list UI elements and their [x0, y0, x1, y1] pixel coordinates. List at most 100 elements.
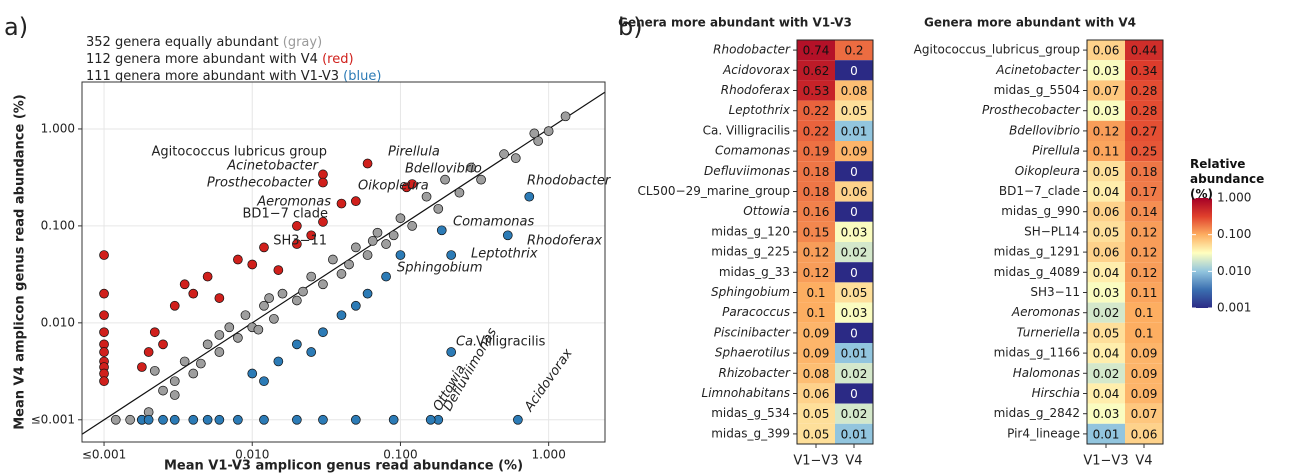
point-label: Agitococcus lubricus group — [152, 145, 327, 160]
cell — [835, 161, 873, 182]
point — [350, 300, 361, 311]
cell-label: 0 — [850, 64, 858, 78]
cell — [1125, 383, 1163, 404]
cell — [1087, 161, 1125, 182]
point — [350, 196, 361, 206]
point — [362, 158, 373, 169]
point — [388, 230, 399, 241]
cell-label: 0.05 — [841, 104, 868, 118]
point — [362, 288, 373, 299]
colorbar-label: 1.000 — [1217, 191, 1251, 205]
cell-label: 0.04 — [1093, 347, 1120, 361]
colorbar-label: 0.001 — [1217, 301, 1251, 315]
row-label: Rhodoferax — [721, 83, 791, 97]
row-label: midas_g_2842 — [994, 406, 1080, 420]
cell-label: 0.1 — [1134, 306, 1153, 320]
point — [169, 414, 180, 425]
point — [533, 136, 544, 146]
point-label: Villigracilis — [476, 335, 546, 350]
cell — [1125, 282, 1163, 303]
point — [214, 414, 225, 425]
row-label: Prosthecobacter — [982, 103, 1081, 117]
point — [188, 414, 199, 425]
row-label: Pir4_lineage — [1007, 426, 1080, 440]
cell-label: 0.04 — [1093, 387, 1120, 401]
cell — [797, 403, 835, 424]
point — [292, 414, 302, 425]
row-label: Aeromonas — [1011, 305, 1080, 319]
heatmap-frame — [796, 39, 874, 445]
cell — [1125, 343, 1163, 364]
point-label: Rhodobacter — [527, 174, 612, 189]
cell — [1087, 100, 1125, 121]
point — [306, 271, 317, 282]
cell-label: 0.18 — [803, 165, 830, 179]
point — [233, 333, 243, 343]
cell-label: 0 — [850, 165, 858, 179]
row-label: midas_g_33 — [719, 265, 790, 279]
point — [143, 414, 154, 425]
point — [318, 217, 328, 227]
identity-line — [81, 91, 606, 435]
cell-label: 0.06 — [1131, 427, 1158, 441]
cell-label: 0.04 — [1093, 266, 1120, 280]
cell-label: 0 — [850, 205, 858, 219]
point — [179, 356, 190, 367]
point — [476, 174, 486, 185]
cell-label: 0.01 — [841, 347, 868, 361]
cell-label: 0.09 — [1131, 387, 1158, 401]
cell — [1125, 322, 1163, 343]
cell-label: 0.02 — [841, 407, 868, 421]
colorbar-title: Relative abundance (%) — [1190, 157, 1265, 201]
cell-label: 0.27 — [1131, 124, 1158, 138]
annotation-key: (blue) — [343, 69, 381, 84]
col-label: V4 — [1135, 454, 1152, 469]
point — [273, 265, 284, 275]
cell-label: 0.12 — [1131, 266, 1158, 280]
row-label: Pirellula — [1032, 144, 1080, 158]
cell-label: 0.03 — [841, 225, 868, 239]
cell — [1125, 302, 1163, 323]
cell-label: 0 — [850, 266, 858, 280]
cell-label: 0.06 — [1093, 44, 1120, 58]
cell-label: 0.12 — [1093, 124, 1120, 138]
colorbar — [1192, 198, 1212, 308]
cell-label: 0.05 — [841, 286, 868, 300]
row-label: Limnohabitans — [702, 386, 790, 400]
point — [259, 300, 269, 311]
heatmap-title: Genera more abundant with V1-V3 — [618, 16, 852, 30]
cell — [1087, 363, 1125, 384]
annotation-text: 112 genera more abundant with V4 — [86, 52, 322, 67]
point — [158, 385, 168, 396]
cell — [835, 141, 873, 162]
cell-label: 0.11 — [1131, 286, 1158, 300]
cell — [835, 363, 873, 384]
row-label: Halomonas — [1013, 366, 1080, 380]
cell — [797, 363, 835, 384]
cell-label: 0.12 — [1131, 225, 1158, 239]
cell-label: 0.28 — [1131, 84, 1158, 98]
cell — [835, 403, 873, 424]
cell-label: 0.09 — [841, 145, 868, 159]
point — [264, 293, 274, 303]
cell — [1125, 201, 1163, 222]
point — [367, 236, 378, 246]
point — [543, 126, 554, 136]
cell — [1125, 80, 1163, 101]
cell — [797, 60, 835, 81]
cell — [1125, 221, 1163, 242]
cell — [1125, 120, 1163, 141]
cell — [797, 242, 835, 263]
point — [125, 414, 135, 425]
cell — [1125, 242, 1163, 263]
point — [306, 230, 317, 241]
plot-area — [82, 82, 605, 442]
row-label: Piscinibacter — [714, 325, 791, 339]
heatmap-title: Genera more abundant with V4 — [924, 16, 1136, 30]
annotation: 112 genera more abundant with V4 (red) — [86, 52, 354, 67]
cell — [1125, 100, 1163, 121]
cell — [1087, 322, 1125, 343]
panel-label: a) — [4, 13, 28, 41]
cell — [797, 181, 835, 202]
